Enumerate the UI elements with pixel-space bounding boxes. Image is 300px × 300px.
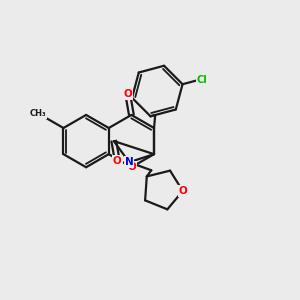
Text: N: N [125,157,134,167]
Text: O: O [127,162,136,172]
Text: O: O [178,186,187,196]
Text: O: O [113,156,122,166]
Text: O: O [123,89,132,99]
Text: CH₃: CH₃ [29,109,46,118]
Text: Cl: Cl [196,75,207,85]
